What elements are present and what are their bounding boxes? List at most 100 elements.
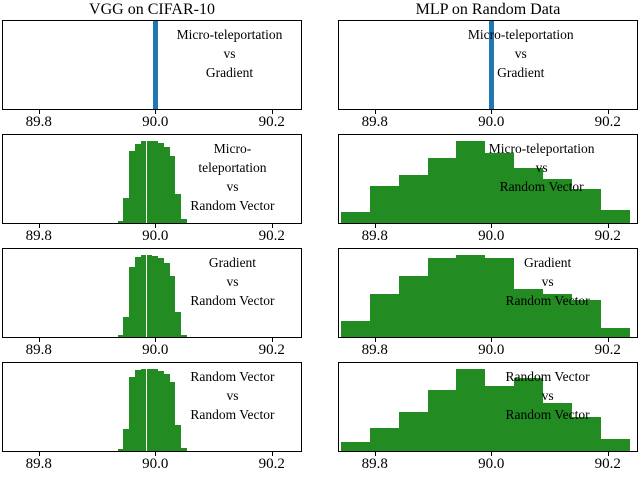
histogram-bar xyxy=(152,141,159,223)
x-tick-label: 90.2 xyxy=(258,456,285,472)
histogram-bar xyxy=(369,428,399,451)
panel-label-line: vs xyxy=(514,46,527,62)
histogram-bar xyxy=(601,209,631,223)
panel-label-line: Gradient xyxy=(497,65,545,81)
histogram-bar xyxy=(117,220,124,223)
x-tick-mark xyxy=(374,110,376,114)
x-tick-mark xyxy=(374,224,376,228)
histogram-bar xyxy=(181,447,187,451)
x-axis: 89.8 90.0 90.2 xyxy=(338,452,638,476)
subplot-mlp-gradient-vs-random: Gradient vs Random Vector 89.8 90.0 90.2 xyxy=(338,248,638,362)
panel-label: Micro-teleportation vs Gradient xyxy=(433,25,609,82)
histogram-bar xyxy=(398,275,428,337)
histogram-bar xyxy=(146,141,153,223)
panel-label-line: Random Vector xyxy=(505,369,590,384)
histogram-bar xyxy=(158,257,164,337)
histogram-bar xyxy=(369,186,399,223)
column-title: VGG on CIFAR-10 xyxy=(89,1,215,18)
histogram-bar xyxy=(543,178,573,223)
x-tick-label: 89.8 xyxy=(361,456,388,472)
histogram-bar xyxy=(175,194,182,223)
histogram-bar xyxy=(146,369,153,451)
histogram-bar xyxy=(129,150,135,223)
x-tick-label: 90.0 xyxy=(142,456,169,472)
histogram-bar xyxy=(158,142,164,223)
histogram-bar xyxy=(181,334,187,337)
panel-label-line: Gradient xyxy=(205,65,254,81)
histogram-bar xyxy=(146,255,153,337)
x-tick-label: 90.2 xyxy=(258,228,285,244)
histogram-bar xyxy=(543,294,573,337)
angle-vline-bar xyxy=(489,21,495,109)
x-tick-mark xyxy=(271,452,273,456)
x-tick-label: 90.2 xyxy=(594,456,621,472)
histogram-bar xyxy=(456,369,486,451)
histogram-bar xyxy=(163,262,170,337)
histogram-bar xyxy=(123,198,130,223)
x-tick-mark xyxy=(491,110,493,114)
histogram-bar xyxy=(163,374,170,451)
x-tick-mark xyxy=(38,110,40,114)
x-tick-label: 89.8 xyxy=(361,228,388,244)
histogram-bar xyxy=(485,152,515,223)
histogram-bar xyxy=(129,266,135,337)
x-tick-label: 90.0 xyxy=(142,342,169,358)
subplot-vgg-gradient-vs-random: Gradient vs Random Vector 89.8 90.0 90.2 xyxy=(2,248,302,362)
histogram-bar xyxy=(181,218,187,223)
histogram-bar xyxy=(140,255,147,337)
subplot-vgg-random-vs-random: Random Vector vs Random Vector 89.8 90.0 90.… xyxy=(2,362,302,476)
plot-area: Micro-teleportation vs Random Vector xyxy=(2,134,302,224)
histogram-bar xyxy=(485,385,515,451)
plot-area: Micro-teleportation vs Gradient xyxy=(338,20,638,110)
x-tick-label: 89.8 xyxy=(25,342,52,358)
subplot-vgg-micro-vs-gradient: Micro-teleportation vs Gradient 89.8 90.0 90… xyxy=(2,20,302,134)
x-tick-mark xyxy=(607,110,609,114)
plot-area: Micro-teleportation vs Gradient xyxy=(2,20,302,110)
column-title: MLP on Random Data xyxy=(415,1,561,18)
panel-label: Micro-teleportation vs Gradient xyxy=(141,25,301,82)
x-tick-mark xyxy=(607,452,609,456)
x-tick-label: 90.0 xyxy=(142,228,169,244)
x-tick-mark xyxy=(374,338,376,342)
x-tick-mark xyxy=(607,338,609,342)
histogram-bar xyxy=(140,369,147,451)
x-tick-label: 90.0 xyxy=(142,114,169,130)
x-tick-mark xyxy=(271,338,273,342)
histogram-bar xyxy=(427,157,457,223)
x-axis: 89.8 90.0 90.2 xyxy=(338,224,638,248)
histogram-bar xyxy=(398,174,428,223)
x-tick-label: 89.8 xyxy=(25,456,52,472)
x-axis: 89.8 90.0 90.2 xyxy=(2,452,302,476)
x-axis: 89.8 90.0 90.2 xyxy=(2,338,302,362)
histogram-bar xyxy=(134,256,141,337)
x-tick-mark xyxy=(491,338,493,342)
x-tick-mark xyxy=(155,452,157,456)
histogram-bar xyxy=(601,438,631,451)
histogram-bar xyxy=(427,389,457,451)
histogram-bar xyxy=(134,369,141,451)
subplot-mlp-random-vs-random: Random Vector vs Random Vector 89.8 90.0 90.… xyxy=(338,362,638,476)
histogram-bar xyxy=(572,189,602,223)
x-tick-label: 90.0 xyxy=(478,114,505,130)
plot-area: Gradient vs Random Vector xyxy=(2,248,302,338)
histogram-bar xyxy=(514,288,544,337)
histogram-bar xyxy=(485,257,515,337)
x-tick-mark xyxy=(38,338,40,342)
histogram-bar xyxy=(117,448,124,451)
x-tick-mark xyxy=(155,338,157,342)
histogram-bar xyxy=(398,411,428,451)
histogram-bar xyxy=(134,143,141,223)
plot-area: Micro-teleportation vs Random Vector xyxy=(338,134,638,224)
column-mlp-random-data: MLP on Random Data Micro-teleportation vs… xyxy=(338,0,638,476)
histogram-bar xyxy=(123,317,130,337)
subplot-vgg-micro-vs-random: Micro-teleportation vs Random Vector 89.8 9… xyxy=(2,134,302,248)
x-axis: 89.8 90.0 90.2 xyxy=(2,224,302,248)
x-tick-label: 90.0 xyxy=(478,456,505,472)
x-tick-mark xyxy=(155,224,157,228)
plot-area: Gradient vs Random Vector xyxy=(338,248,638,338)
histogram-bar xyxy=(163,146,170,223)
histogram-bar xyxy=(152,369,159,451)
x-axis: 89.8 90.0 90.2 xyxy=(338,338,638,362)
histogram-bar xyxy=(158,370,164,451)
x-tick-mark xyxy=(491,452,493,456)
